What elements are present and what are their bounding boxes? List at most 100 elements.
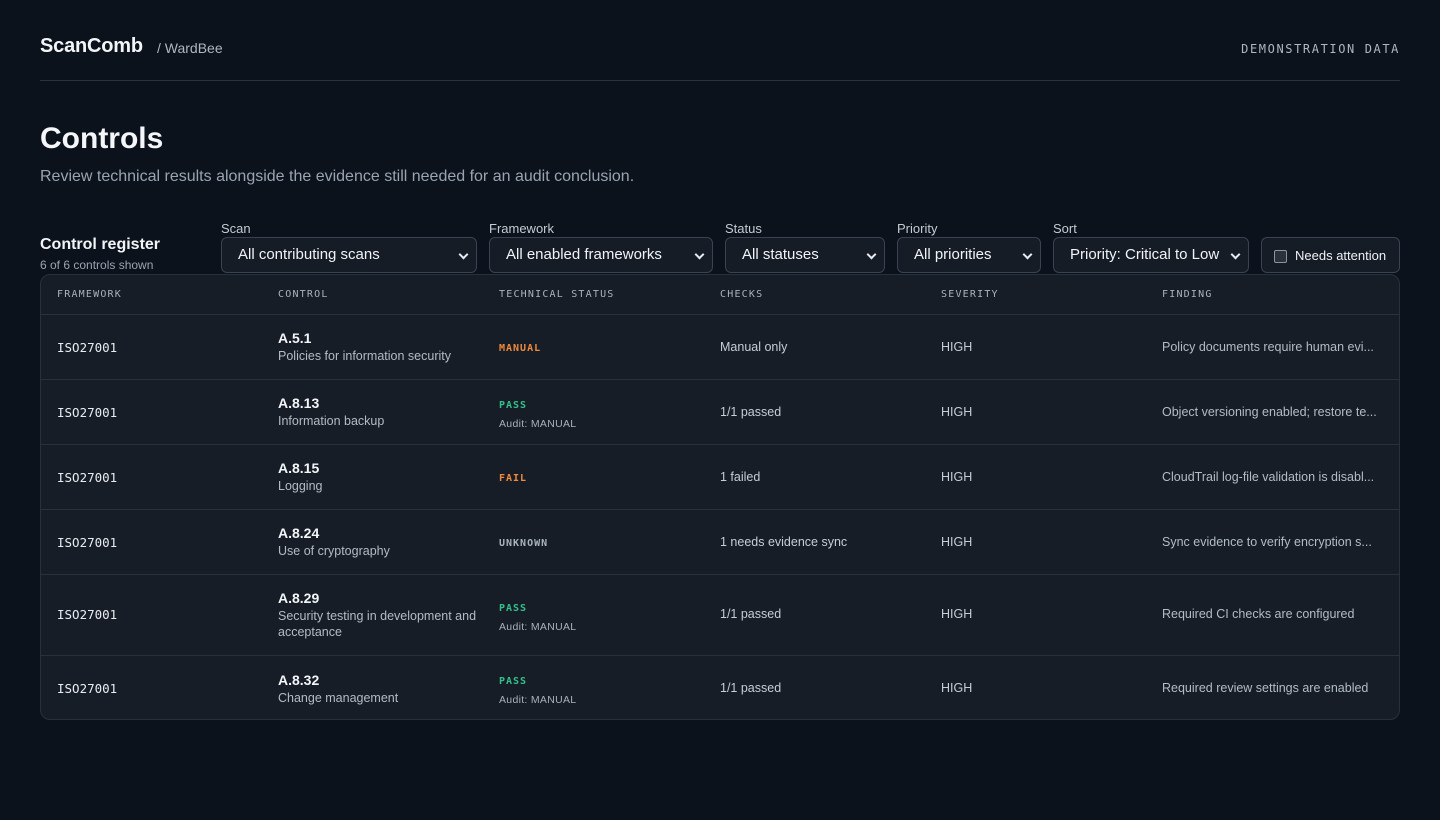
control-id: A.5.1 bbox=[278, 330, 312, 346]
severity-cell: HIGH bbox=[941, 535, 973, 549]
control-cell[interactable]: A.8.32 Change management bbox=[278, 672, 488, 706]
framework-cell: ISO27001 bbox=[57, 405, 118, 420]
control-name: Logging bbox=[278, 479, 323, 493]
framework-cell: ISO27001 bbox=[57, 340, 118, 355]
finding-cell: Policy documents require human evi... bbox=[1162, 340, 1374, 354]
control-cell[interactable]: A.5.1 Policies for information security bbox=[278, 330, 488, 364]
page-title: Controls bbox=[40, 122, 164, 155]
framework-filter-select[interactable]: All enabled frameworks bbox=[489, 237, 713, 273]
breadcrumb[interactable]: / WardBee bbox=[157, 40, 223, 56]
controls-table: FRAMEWORK CONTROL TECHNICAL STATUS CHECK… bbox=[40, 274, 1400, 720]
needs-attention-toggle[interactable]: Needs attention bbox=[1261, 237, 1400, 273]
finding-cell: Required review settings are enabled bbox=[1162, 681, 1369, 695]
framework-cell: ISO27001 bbox=[57, 470, 118, 485]
audit-note: Audit: MANUAL bbox=[499, 418, 577, 430]
column-header-technical-status[interactable]: TECHNICAL STATUS bbox=[499, 289, 615, 300]
needs-attention-label: Needs attention bbox=[1295, 248, 1387, 263]
control-name: Change management bbox=[278, 691, 399, 705]
control-cell[interactable]: A.8.24 Use of cryptography bbox=[278, 525, 488, 559]
table-row[interactable]: ISO27001 A.8.24 Use of cryptography UNKN… bbox=[41, 510, 1399, 575]
checks-cell: 1 needs evidence sync bbox=[720, 535, 848, 549]
chevron-down-icon bbox=[458, 249, 469, 260]
control-name: Information backup bbox=[278, 414, 385, 428]
technical-status-cell: PASS Audit: MANUAL bbox=[499, 602, 576, 633]
framework-filter-label: Framework bbox=[489, 221, 555, 236]
chevron-down-icon bbox=[694, 249, 705, 260]
finding-cell: CloudTrail log-file validation is disabl… bbox=[1162, 470, 1375, 484]
table-row[interactable]: ISO27001 A.8.15 Logging FAIL 1 failed HI… bbox=[41, 445, 1399, 510]
status-filter-value: All statuses bbox=[742, 246, 819, 263]
table-row[interactable]: ISO27001 A.8.13 Information backup PASS … bbox=[41, 380, 1399, 445]
control-name: Security testing in development and acce… bbox=[278, 609, 477, 639]
severity-cell: HIGH bbox=[941, 340, 973, 354]
technical-status-cell: UNKNOWN bbox=[499, 537, 548, 550]
status-badge: PASS bbox=[499, 603, 528, 614]
status-badge: PASS bbox=[499, 676, 528, 687]
scan-filter-select[interactable]: All contributing scans bbox=[221, 237, 477, 273]
checks-cell: 1/1 passed bbox=[720, 405, 782, 419]
control-cell[interactable]: A.8.29 Security testing in development a… bbox=[278, 590, 488, 640]
control-cell[interactable]: A.8.15 Logging bbox=[278, 460, 488, 494]
finding-cell: Sync evidence to verify encryption s... bbox=[1162, 535, 1372, 549]
audit-note: Audit: MANUAL bbox=[499, 694, 577, 706]
framework-cell: ISO27001 bbox=[57, 681, 118, 696]
control-id: A.8.15 bbox=[278, 460, 320, 476]
checks-cell: 1/1 passed bbox=[720, 607, 782, 621]
control-name: Use of cryptography bbox=[278, 544, 390, 558]
control-id: A.8.24 bbox=[278, 525, 320, 541]
table-row[interactable]: ISO27001 A.8.32 Change management PASS A… bbox=[41, 656, 1399, 719]
framework-filter-value: All enabled frameworks bbox=[506, 246, 662, 263]
framework-cell: ISO27001 bbox=[57, 607, 118, 622]
status-badge: UNKNOWN bbox=[499, 538, 549, 549]
chevron-down-icon bbox=[1022, 249, 1033, 260]
severity-cell: HIGH bbox=[941, 405, 973, 419]
register-count: 6 of 6 controls shown bbox=[40, 258, 154, 272]
demo-data-label: DEMONSTRATION DATA bbox=[1241, 42, 1400, 56]
framework-cell: ISO27001 bbox=[57, 535, 118, 550]
priority-filter-select[interactable]: All priorities bbox=[897, 237, 1041, 273]
scan-filter-value: All contributing scans bbox=[238, 246, 380, 263]
table-row[interactable]: ISO27001 A.8.29 Security testing in deve… bbox=[41, 575, 1399, 656]
control-cell[interactable]: A.8.13 Information backup bbox=[278, 395, 488, 429]
status-badge: MANUAL bbox=[499, 343, 542, 354]
needs-attention-checkbox[interactable] bbox=[1274, 250, 1287, 263]
column-header-finding[interactable]: FINDING bbox=[1162, 289, 1213, 300]
status-badge: FAIL bbox=[499, 473, 528, 484]
technical-status-cell: FAIL bbox=[499, 472, 527, 485]
scan-filter-label: Scan bbox=[221, 221, 251, 236]
checks-cell: 1/1 passed bbox=[720, 681, 782, 695]
page-subtitle: Review technical results alongside the e… bbox=[40, 168, 635, 185]
sort-label: Sort bbox=[1053, 221, 1077, 236]
finding-cell: Object versioning enabled; restore te... bbox=[1162, 405, 1377, 419]
priority-filter-value: All priorities bbox=[914, 246, 992, 263]
priority-filter-label: Priority bbox=[897, 221, 938, 236]
checks-cell: 1 failed bbox=[720, 470, 761, 484]
sort-select[interactable]: Priority: Critical to Low bbox=[1053, 237, 1249, 273]
finding-cell: Required CI checks are configured bbox=[1162, 607, 1355, 621]
column-header-control[interactable]: CONTROL bbox=[278, 289, 329, 300]
brand-logo[interactable]: ScanComb bbox=[40, 35, 143, 57]
technical-status-cell: PASS Audit: MANUAL bbox=[499, 675, 576, 706]
register-title: Control register bbox=[40, 236, 161, 253]
technical-status-cell: MANUAL bbox=[499, 342, 541, 355]
control-name: Policies for information security bbox=[278, 349, 451, 363]
checks-cell: Manual only bbox=[720, 340, 788, 354]
control-id: A.8.32 bbox=[278, 672, 320, 688]
top-bar: ScanComb / WardBee DEMONSTRATION DATA bbox=[40, 0, 1400, 81]
sort-value: Priority: Critical to Low bbox=[1070, 246, 1220, 263]
chevron-down-icon bbox=[866, 249, 877, 260]
table-row[interactable]: ISO27001 A.5.1 Policies for information … bbox=[41, 315, 1399, 380]
severity-cell: HIGH bbox=[941, 681, 973, 695]
column-header-severity[interactable]: SEVERITY bbox=[941, 289, 999, 300]
chevron-down-icon bbox=[1230, 249, 1241, 260]
severity-cell: HIGH bbox=[941, 470, 973, 484]
status-filter-select[interactable]: All statuses bbox=[725, 237, 885, 273]
control-id: A.8.29 bbox=[278, 590, 320, 606]
control-id: A.8.13 bbox=[278, 395, 320, 411]
table-header: FRAMEWORK CONTROL TECHNICAL STATUS CHECK… bbox=[41, 275, 1399, 315]
severity-cell: HIGH bbox=[941, 607, 973, 621]
column-header-framework[interactable]: FRAMEWORK bbox=[57, 289, 122, 300]
status-filter-label: Status bbox=[725, 221, 762, 236]
audit-note: Audit: MANUAL bbox=[499, 621, 577, 633]
column-header-checks[interactable]: CHECKS bbox=[720, 289, 764, 300]
